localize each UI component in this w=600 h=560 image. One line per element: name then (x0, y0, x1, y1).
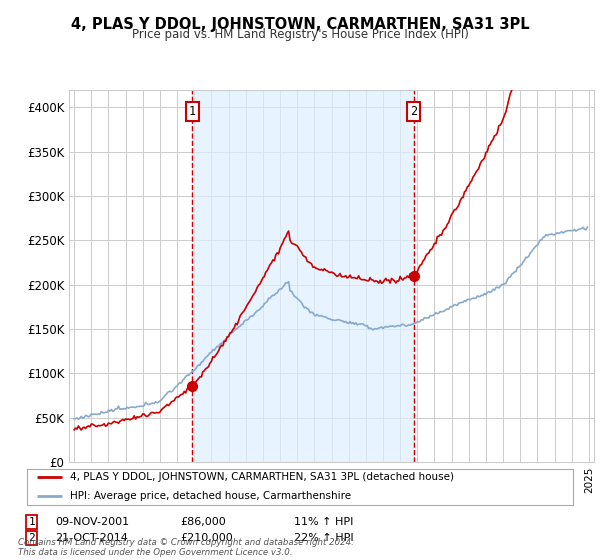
Text: £86,000: £86,000 (180, 517, 226, 528)
Text: 4, PLAS Y DDOL, JOHNSTOWN, CARMARTHEN, SA31 3PL: 4, PLAS Y DDOL, JOHNSTOWN, CARMARTHEN, S… (71, 17, 529, 32)
Text: 1: 1 (188, 105, 196, 118)
Text: 2: 2 (410, 105, 418, 118)
Text: £210,000: £210,000 (180, 533, 233, 543)
Text: HPI: Average price, detached house, Carmarthenshire: HPI: Average price, detached house, Carm… (70, 491, 351, 501)
Bar (192, 90, 414, 462)
Text: Price paid vs. HM Land Registry's House Price Index (HPI): Price paid vs. HM Land Registry's House … (131, 28, 469, 41)
Text: 4, PLAS Y DDOL, JOHNSTOWN, CARMARTHEN, SA31 3PL (detached house): 4, PLAS Y DDOL, JOHNSTOWN, CARMARTHEN, S… (70, 473, 454, 483)
Text: 2: 2 (28, 533, 35, 543)
Text: Contains HM Land Registry data © Crown copyright and database right 2024.
This d: Contains HM Land Registry data © Crown c… (18, 538, 354, 557)
Text: 1: 1 (28, 517, 35, 528)
Text: 11% ↑ HPI: 11% ↑ HPI (294, 517, 353, 528)
Text: 22% ↑ HPI: 22% ↑ HPI (294, 533, 353, 543)
Text: 09-NOV-2001: 09-NOV-2001 (55, 517, 130, 528)
Text: 21-OCT-2014: 21-OCT-2014 (55, 533, 128, 543)
